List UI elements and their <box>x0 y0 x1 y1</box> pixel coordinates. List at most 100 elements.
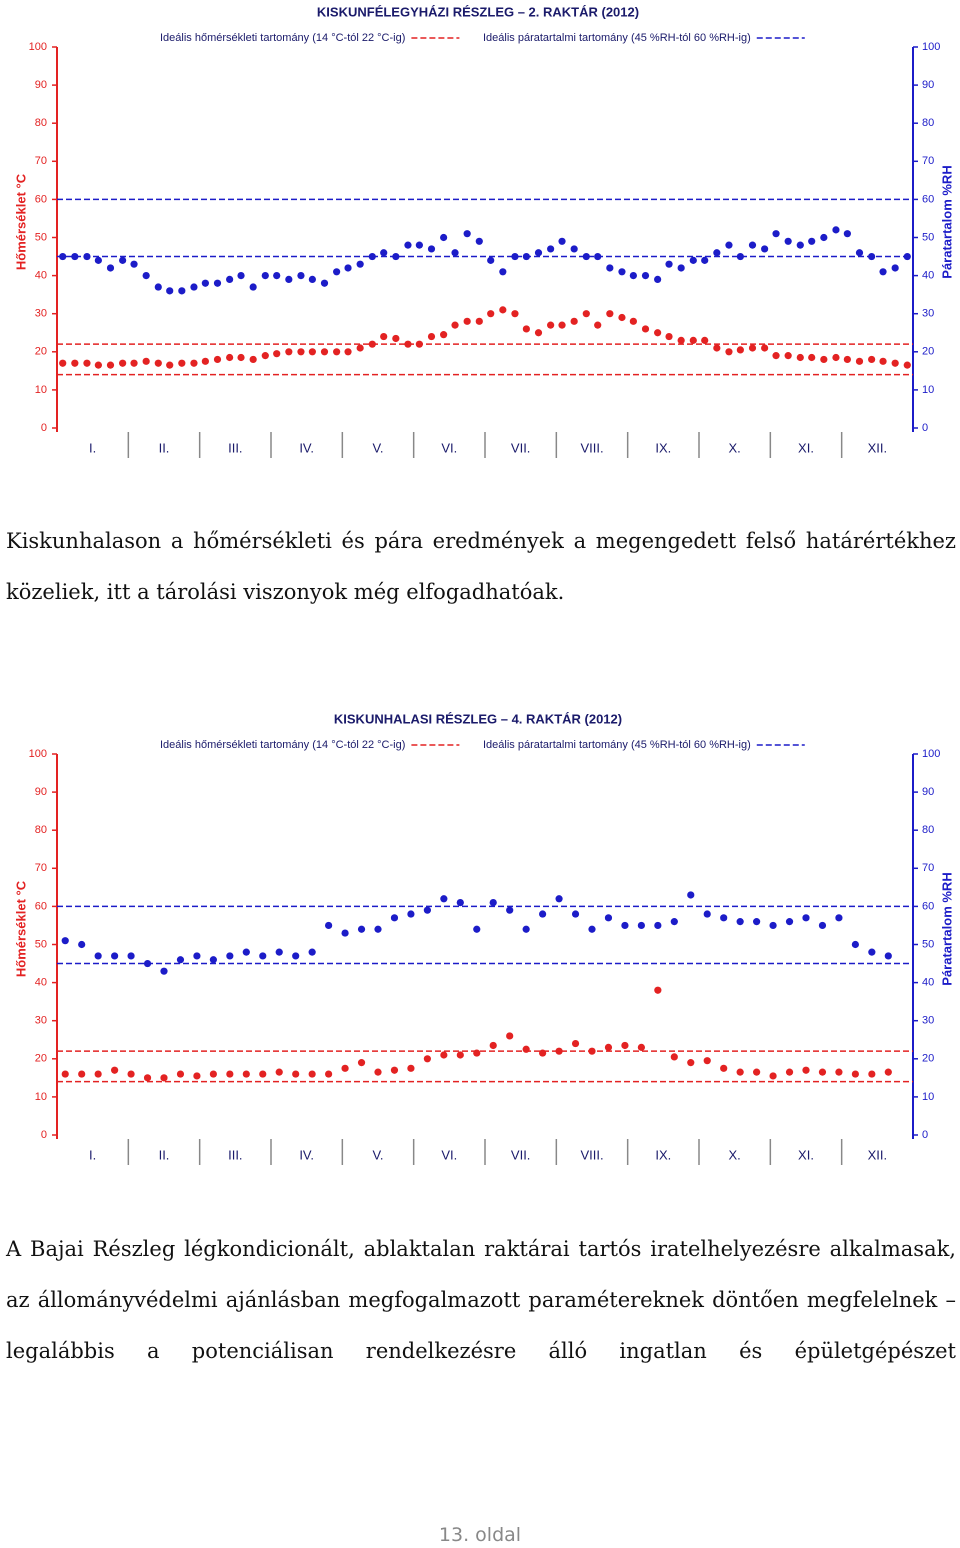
y-axis-title: Hőmérséklet °C <box>13 880 28 977</box>
y2-tick-label: 90 <box>922 79 934 91</box>
data-point <box>456 898 464 907</box>
data-point <box>879 357 887 365</box>
x-tick-label: III. <box>228 1147 242 1162</box>
data-point <box>111 952 119 960</box>
data-point <box>166 287 174 295</box>
data-point <box>259 1070 267 1078</box>
data-point <box>193 952 201 960</box>
data-point <box>522 1045 530 1053</box>
data-point <box>677 336 685 344</box>
paragraph: A Bajai Részleg légkondicionált, ablakta… <box>6 1237 956 1363</box>
data-point <box>832 353 840 362</box>
y-tick-label: 0 <box>41 422 47 434</box>
data-point <box>511 252 519 261</box>
y-tick-label: 30 <box>35 308 47 320</box>
x-tick-label: IV. <box>299 440 314 455</box>
data-point <box>226 1070 234 1078</box>
data-point <box>451 321 459 329</box>
data-point <box>594 252 602 261</box>
data-point <box>344 348 352 356</box>
data-point <box>851 1070 859 1078</box>
data-point <box>571 1039 580 1048</box>
data-point <box>522 252 530 261</box>
y-tick-label: 10 <box>35 1091 47 1103</box>
data-point <box>534 329 543 337</box>
x-tick-label: XII. <box>868 1147 888 1162</box>
data-point <box>71 252 79 261</box>
data-point <box>701 256 709 264</box>
data-point <box>808 237 816 245</box>
data-point <box>190 283 198 291</box>
data-point <box>249 355 257 364</box>
data-point <box>94 952 102 960</box>
data-point <box>475 237 483 245</box>
data-point <box>594 321 602 329</box>
data-point <box>522 925 530 933</box>
data-point <box>489 1041 497 1050</box>
legend-label: Ideális páratartalmi tartomány (45 %RH-t… <box>483 739 751 751</box>
data-point <box>392 334 400 343</box>
data-point <box>201 279 209 287</box>
x-tick-label: X. <box>729 1147 741 1162</box>
legend-label: Ideális hőmérsékleti tartomány (14 °C-tó… <box>160 739 405 751</box>
chart: KISKUNHALASI RÉSZLEG – 4. RAKTÁR (2012) I… <box>13 711 954 1165</box>
x-tick-label: III. <box>228 440 242 455</box>
data-point <box>374 1068 382 1076</box>
data-point <box>356 344 364 352</box>
data-point <box>61 1070 69 1078</box>
data-point <box>748 241 757 249</box>
page-footer: 13. oldal <box>438 1524 522 1546</box>
data-point <box>784 237 792 245</box>
data-point <box>547 321 555 329</box>
data-point <box>249 283 257 291</box>
data-point <box>320 279 329 287</box>
data-point <box>237 272 245 280</box>
data-point <box>736 918 744 926</box>
x-tick-label: IX. <box>655 440 671 455</box>
y-tick-label: 90 <box>35 786 47 798</box>
data-point <box>629 272 637 280</box>
x-tick-label: VI. <box>441 1147 457 1162</box>
data-point <box>785 918 794 926</box>
data-point <box>308 348 316 356</box>
data-point <box>772 352 780 360</box>
data-point <box>820 233 828 242</box>
data-point <box>689 256 697 264</box>
data-point <box>641 325 650 333</box>
data-point <box>570 317 578 325</box>
y-tick-label: 30 <box>35 1015 47 1027</box>
data-point <box>143 1074 152 1082</box>
data-point <box>390 914 399 922</box>
data-point <box>178 287 186 295</box>
data-point <box>297 272 305 280</box>
data-point <box>325 1070 333 1078</box>
data-point <box>703 1057 711 1065</box>
data-point <box>903 252 911 261</box>
data-point <box>357 1059 366 1067</box>
data-point <box>772 230 780 238</box>
y-tick-label: 70 <box>35 862 47 874</box>
x-tick-label: IV. <box>299 1147 314 1162</box>
y2-tick-label: 70 <box>922 155 934 167</box>
data-point <box>588 1047 596 1055</box>
data-point <box>884 1068 892 1076</box>
data-point <box>154 359 162 367</box>
data-point <box>59 252 67 261</box>
data-point <box>835 1068 843 1076</box>
x-tick-label: I. <box>89 440 96 455</box>
data-point <box>621 921 629 930</box>
y2-tick-label: 50 <box>922 231 934 243</box>
data-point <box>209 1070 217 1078</box>
data-point <box>736 346 744 354</box>
data-point <box>226 353 234 362</box>
x-tick-label: V. <box>372 1147 383 1162</box>
data-point <box>368 340 376 348</box>
data-point <box>720 1064 728 1072</box>
data-point <box>178 359 186 367</box>
data-point <box>261 352 269 360</box>
data-point <box>621 1041 629 1050</box>
data-point <box>176 956 185 964</box>
data-point <box>285 275 293 284</box>
data-point <box>703 910 711 918</box>
data-point <box>130 260 138 268</box>
